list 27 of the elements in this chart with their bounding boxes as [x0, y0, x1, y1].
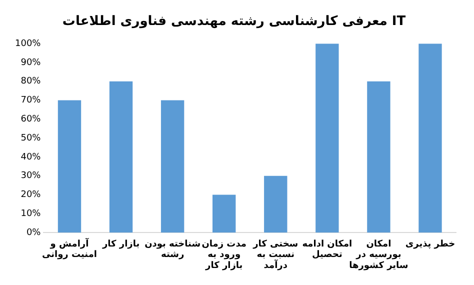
y-tick-label: 100%	[14, 38, 42, 49]
y-tick-label: 90%	[20, 58, 42, 68]
y-tick-label: 30%	[20, 171, 42, 182]
x-tick-label: خطر پذیری	[405, 239, 456, 250]
x-tick-label: بازار کار	[101, 239, 140, 250]
y-tick-label: 20%	[20, 190, 42, 200]
y-tick-label: 80%	[20, 76, 42, 87]
y-tick-label: 50%	[20, 133, 42, 144]
bar	[418, 44, 442, 233]
bar	[367, 81, 390, 233]
y-tick-label: 10%	[20, 209, 42, 220]
bar	[58, 100, 82, 233]
y-tick-label: 0%	[26, 228, 42, 238]
y-tick-label: 70%	[20, 96, 42, 106]
x-tick-label: شناخته بودن رشته	[144, 239, 201, 260]
x-tick-label: آرامش و امنیت روانی	[42, 237, 98, 260]
x-tick-label: امکان ادامه تحصیل	[302, 239, 352, 260]
x-tick-label: سختی کار نسبت به درآمد	[252, 239, 298, 271]
y-tick-label: 60%	[20, 114, 42, 125]
bar	[316, 44, 339, 233]
bar	[109, 81, 133, 233]
chart-title: معرفی کارشناسی رشته مهندسی فناوری اطلاعات IT	[62, 14, 406, 30]
x-tick-label: مدت زمان ورود به بازار کار	[202, 239, 246, 271]
bar	[264, 176, 288, 233]
y-tick-label: 40%	[20, 152, 42, 162]
bar	[212, 194, 236, 233]
bar	[160, 100, 184, 233]
